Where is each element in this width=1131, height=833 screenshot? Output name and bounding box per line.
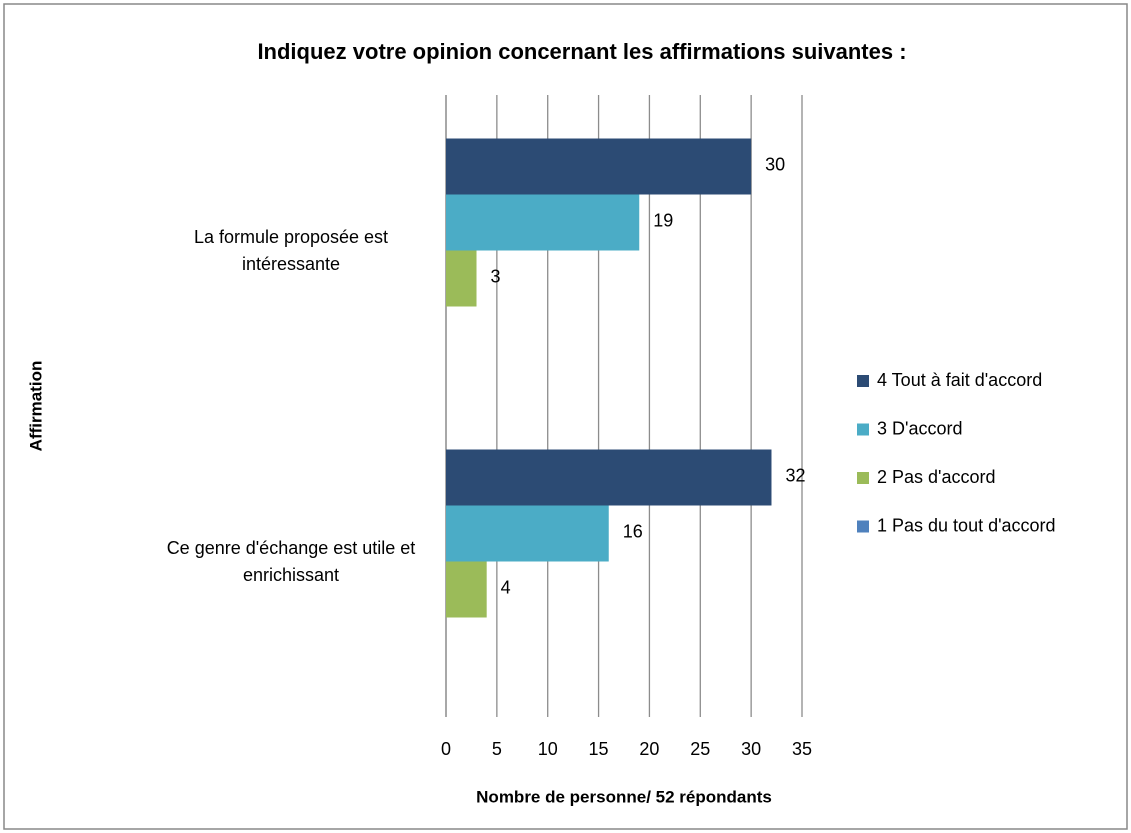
x-tick-label: 0 (441, 739, 451, 759)
data-label: 16 (623, 521, 643, 541)
legend-label: 1 Pas du tout d'accord (877, 515, 1056, 535)
bar (446, 561, 487, 618)
data-label: 3 (491, 266, 501, 286)
legend-swatch (857, 520, 869, 533)
chart-title: Indiquez votre opinion concernant les af… (257, 39, 906, 64)
x-tick-label: 35 (792, 739, 812, 759)
y-axis-title: Affirmation (26, 361, 45, 452)
legend-label: 3 D'accord (877, 418, 962, 438)
data-label: 19 (653, 210, 673, 230)
legend-swatch (857, 375, 869, 387)
x-tick-label: 25 (690, 739, 710, 759)
legend-label: 2 Pas d'accord (877, 467, 996, 487)
y-tick-label: La formule proposée est intéressante (193, 226, 389, 274)
bar (446, 250, 477, 307)
x-tick-label: 5 (492, 739, 502, 759)
y-tick-label: Ce genre d'échange est utile et enrichis… (166, 537, 416, 585)
x-tick-label: 20 (639, 739, 659, 759)
x-axis-title: Nombre de personne/ 52 répondants (476, 787, 772, 806)
x-tick-label: 10 (538, 739, 558, 759)
legend-label: 4 Tout à fait d'accord (877, 370, 1042, 390)
data-label: 30 (765, 154, 785, 174)
bar (446, 138, 752, 195)
bar (446, 449, 772, 506)
x-tick-label: 15 (589, 739, 609, 759)
bar (446, 194, 640, 251)
x-tick-label: 30 (741, 739, 761, 759)
bar (446, 505, 609, 562)
chart-border (3, 3, 1128, 830)
data-label: 32 (785, 465, 805, 485)
legend-swatch (857, 472, 869, 484)
legend-swatch (857, 423, 869, 436)
data-label: 4 (501, 577, 511, 597)
